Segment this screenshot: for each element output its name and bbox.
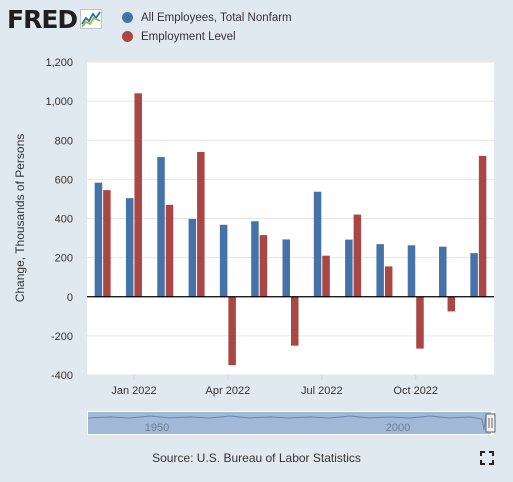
navigator-label-1950: 1950 <box>145 422 169 434</box>
header: FRED All Employees, Total Nonfarm Employ… <box>0 0 513 50</box>
source-note: Source: U.S. Bureau of Labor Statistics <box>152 451 361 465</box>
bar-employment-level[interactable] <box>134 93 142 297</box>
y-tick-labels: -400 -200 0 200 400 600 800 1,000 1,200 <box>45 57 73 382</box>
y-tick-label: -200 <box>51 331 73 343</box>
bar-nonfarm[interactable] <box>157 157 165 297</box>
legend-swatch-nonfarm <box>122 12 133 23</box>
x-tick-label: Apr 2022 <box>206 385 251 397</box>
y-tick-label: 800 <box>55 135 73 147</box>
range-navigator[interactable]: 1950 2000 <box>87 411 496 435</box>
grid-lines <box>87 61 494 376</box>
legend-swatch-employment-level <box>122 31 133 42</box>
bar-nonfarm[interactable] <box>219 224 228 297</box>
bar-nonfarm[interactable] <box>94 182 103 297</box>
navigator-label-2000: 2000 <box>386 422 410 434</box>
y-tick-label: 400 <box>55 214 73 226</box>
fullscreen-icon[interactable] <box>480 451 494 465</box>
bar-employment-level[interactable] <box>103 190 111 297</box>
bar-employment-level[interactable] <box>197 151 205 297</box>
y-tick-label: 600 <box>55 174 73 186</box>
bar-nonfarm[interactable] <box>345 239 353 297</box>
bar-nonfarm[interactable] <box>313 191 322 297</box>
bar-nonfarm[interactable] <box>470 253 478 297</box>
bar-nonfarm[interactable] <box>282 239 291 297</box>
bar-nonfarm[interactable] <box>251 221 259 297</box>
y-tick-label: 1,000 <box>45 96 73 108</box>
x-tick-label: Jul 2022 <box>301 385 343 397</box>
y-tick-label: 1,200 <box>45 57 73 69</box>
bar-employment-level[interactable] <box>447 296 456 312</box>
bar-nonfarm[interactable] <box>376 244 384 297</box>
x-tick-label: Jan 2022 <box>111 385 156 397</box>
logo-text: FRED <box>7 4 78 34</box>
bar-employment-level[interactable] <box>291 296 299 346</box>
bar-chart: Change, Thousands of Persons -400 -200 0 20… <box>13 57 496 435</box>
navigator-handle-right[interactable] <box>485 413 496 433</box>
bar-employment-level[interactable] <box>165 204 174 297</box>
bar-nonfarm[interactable] <box>125 198 134 297</box>
y-tick-label: -400 <box>51 370 73 382</box>
y-axis-title-group: Change, Thousands of Persons <box>13 134 27 303</box>
chart-legend: All Employees, Total Nonfarm Employment … <box>122 8 292 46</box>
bar-nonfarm[interactable] <box>188 218 197 297</box>
bars <box>94 93 487 366</box>
bar-employment-level[interactable] <box>384 266 393 297</box>
navigator-series-line <box>87 413 492 431</box>
bar-employment-level[interactable] <box>353 214 362 297</box>
y-tick-label: 200 <box>55 253 73 265</box>
bar-employment-level[interactable] <box>478 155 487 297</box>
legend-label-employment-level: Employment Level <box>141 30 236 43</box>
bar-employment-level[interactable] <box>416 296 424 349</box>
legend-item-nonfarm[interactable]: All Employees, Total Nonfarm <box>122 8 292 27</box>
legend-item-employment-level[interactable]: Employment Level <box>122 27 292 46</box>
bar-employment-level[interactable] <box>322 255 330 297</box>
legend-label-nonfarm: All Employees, Total Nonfarm <box>141 11 292 24</box>
bar-employment-level[interactable] <box>228 296 236 366</box>
bar-nonfarm[interactable] <box>439 246 447 297</box>
fred-graph-icon <box>80 9 103 29</box>
x-tick-label: Oct 2022 <box>393 385 438 397</box>
x-tick-labels: Jan 2022 Apr 2022 Jul 2022 Oct 2022 <box>111 375 438 397</box>
fred-logo[interactable]: FRED <box>7 4 103 34</box>
bar-nonfarm[interactable] <box>407 245 416 297</box>
bar-employment-level[interactable] <box>259 235 268 297</box>
y-axis-title: Change, Thousands of Persons <box>13 134 27 303</box>
y-tick-label: 0 <box>67 292 73 304</box>
